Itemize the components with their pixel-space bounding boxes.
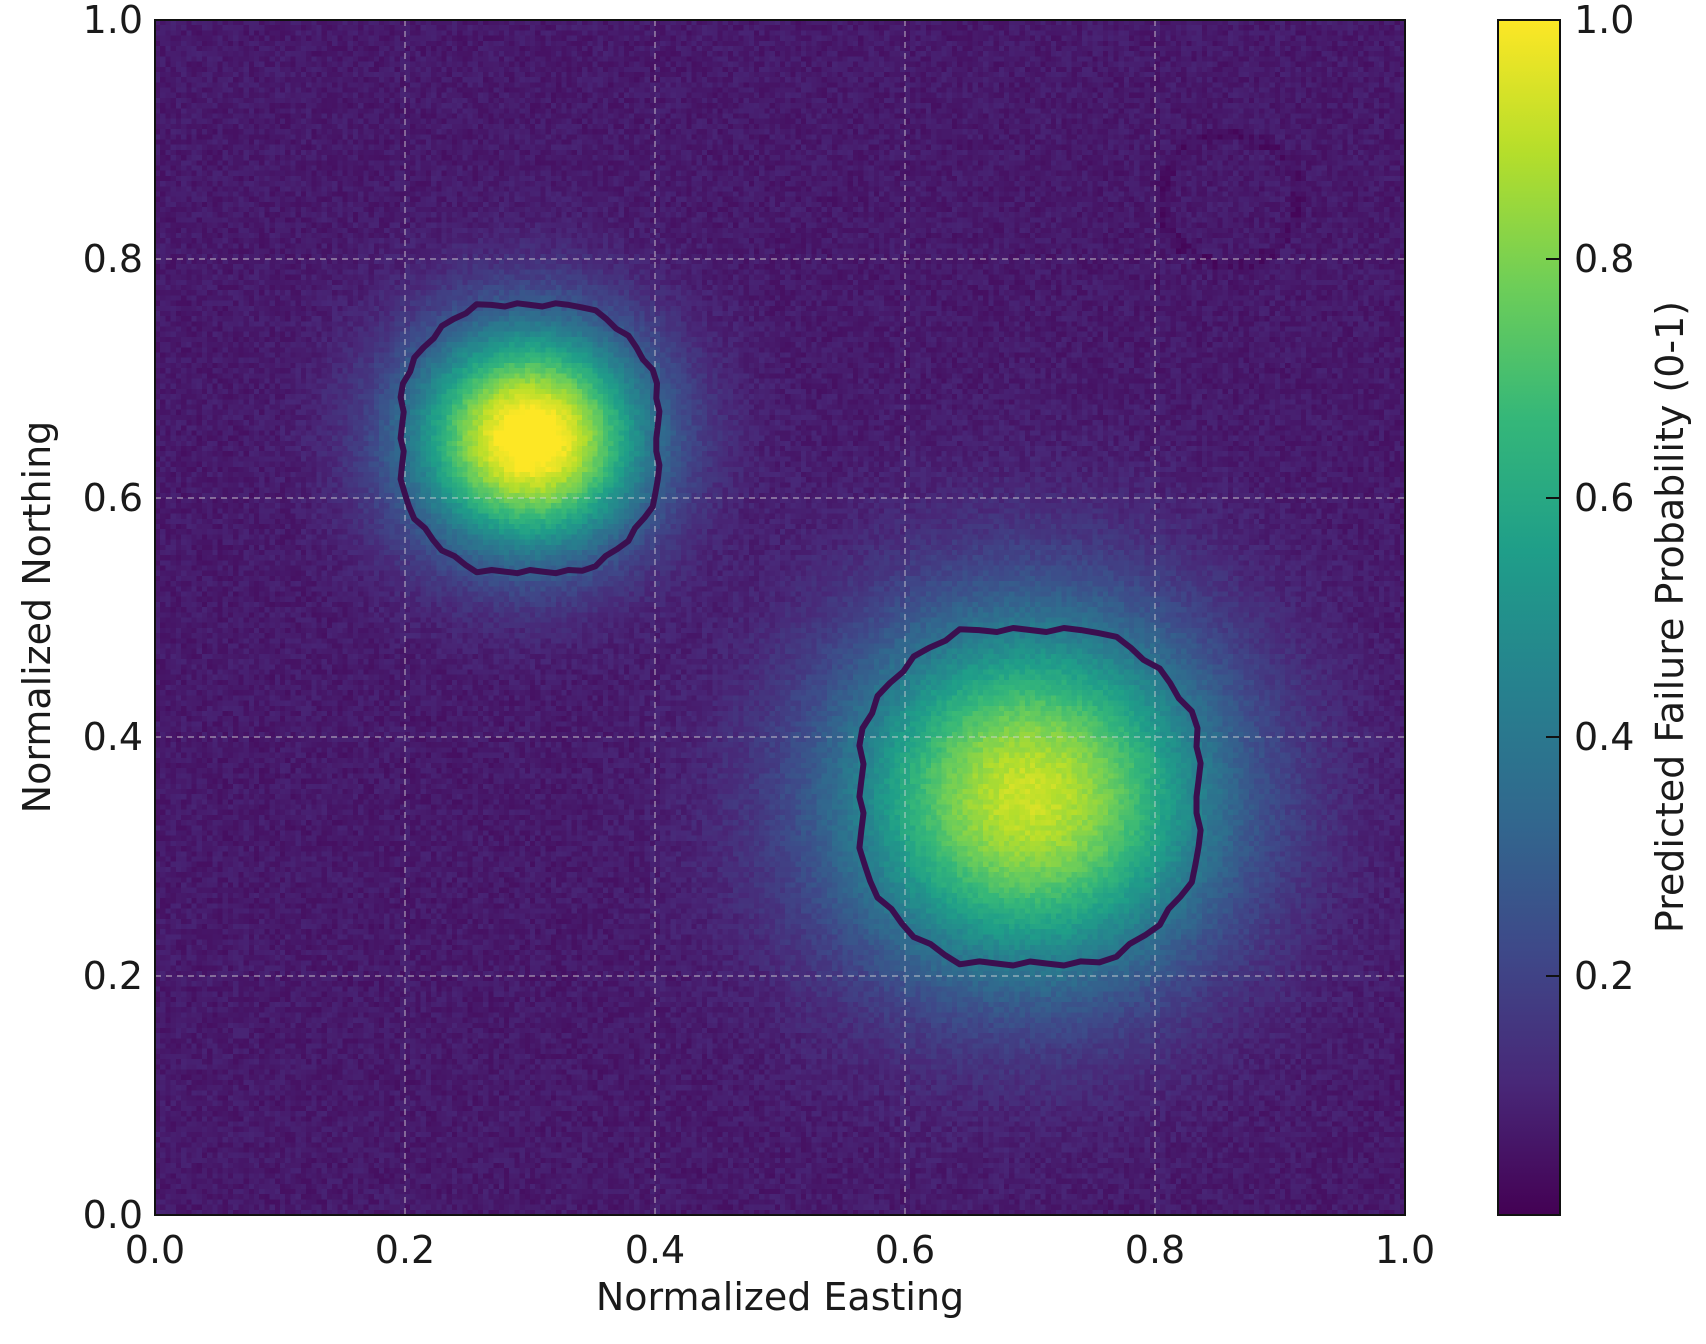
x-tick-label: 0.4 — [625, 1228, 685, 1272]
x-tick-label: 0.8 — [1125, 1228, 1185, 1272]
colorbar-tick-label: 1.0 — [1574, 0, 1634, 42]
contour-lines — [397, 300, 1204, 969]
plot-frame — [154, 19, 1406, 1216]
x-tick-label: 0.6 — [875, 1228, 935, 1272]
y-tick-label: 0.8 — [83, 237, 143, 281]
colorbar-tick-label: 0.8 — [1574, 237, 1634, 281]
colorbar-tick-label: 0.4 — [1574, 715, 1634, 759]
contour-line — [397, 300, 663, 577]
x-tick-label: 0.2 — [375, 1228, 435, 1272]
x-axis-title: Normalized Easting — [596, 1275, 964, 1319]
colorbar-ticks: 0.2 0.4 0.6 0.8 1.0 — [1546, 0, 1634, 998]
x-tick-labels: 0.0 0.2 0.4 0.6 0.8 1.0 — [125, 1228, 1435, 1272]
y-axis-title: Normalized Northing — [15, 421, 59, 814]
y-tick-label: 1.0 — [83, 0, 143, 42]
colorbar-label: Predicted Failure Probability (0-1) — [1648, 301, 1692, 933]
x-tick-label: 0.0 — [125, 1228, 185, 1272]
y-tick-label: 0.2 — [83, 954, 143, 998]
y-tick-labels: 0.0 0.2 0.4 0.6 0.8 1.0 — [83, 0, 143, 1237]
y-tick-label: 0.0 — [83, 1193, 143, 1237]
y-tick-label: 0.6 — [83, 476, 143, 520]
colorbar-tick-label: 0.6 — [1574, 476, 1634, 520]
grid-lines — [155, 20, 1405, 1215]
colorbar — [1497, 19, 1561, 1216]
contour-line — [856, 625, 1204, 969]
y-tick-label: 0.4 — [83, 715, 143, 759]
x-tick-label: 1.0 — [1375, 1228, 1435, 1272]
heatmap-image — [155, 20, 1405, 1215]
colorbar-tick-label: 0.2 — [1574, 954, 1634, 998]
